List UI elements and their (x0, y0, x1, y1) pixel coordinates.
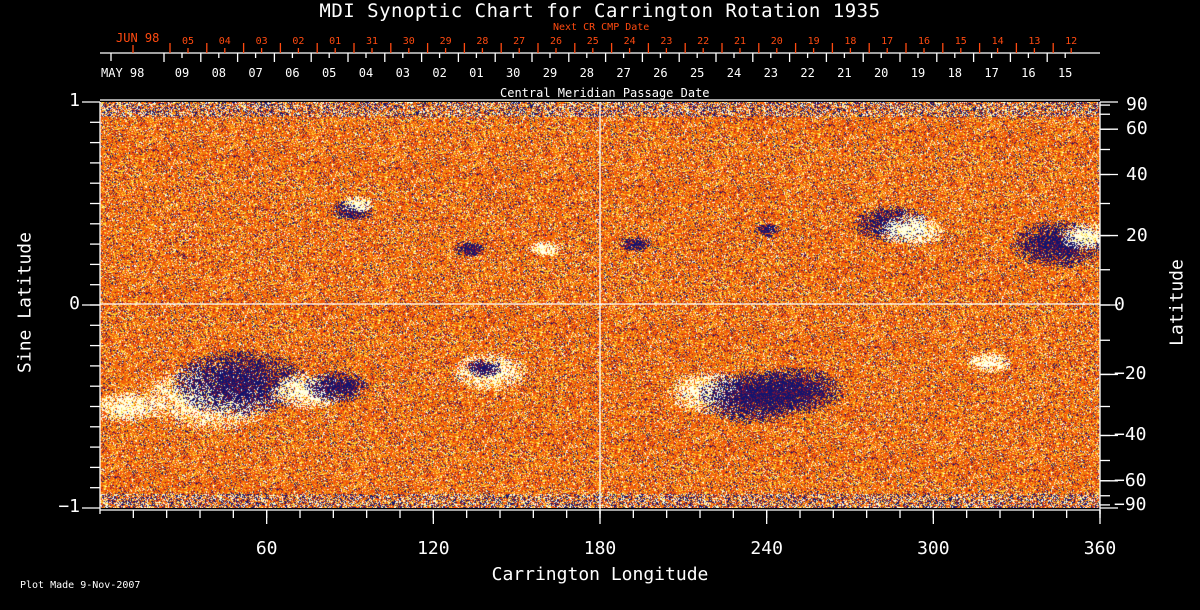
next-cr-date-label: 25 (586, 36, 599, 47)
x-tick-label: 300 (917, 538, 950, 559)
next-cr-date-label: 24 (623, 36, 636, 47)
cmp-date-label: 01 (469, 66, 484, 80)
next-cr-date-label: 21 (733, 36, 747, 47)
cmp-date-label: 17 (984, 66, 999, 80)
cmp-date-label: 02 (432, 66, 447, 80)
cmp-date-label: 25 (689, 66, 705, 80)
next-cr-date-label: 18 (844, 36, 857, 47)
cmp-date-label: 03 (395, 66, 411, 80)
next-cr-date-label: 19 (807, 36, 820, 47)
y-right-tick-label: −20 (1114, 363, 1147, 385)
y-left-tick-label: 0 (69, 293, 80, 314)
cmp-date-label: 04 (358, 66, 374, 80)
y-right-tick-label: 20 (1126, 224, 1148, 246)
cmp-date-label: 22 (800, 66, 815, 80)
cmp-date-label: 05 (321, 66, 337, 80)
next-cr-date-label: 17 (881, 36, 894, 47)
x-tick-label: 180 (583, 538, 617, 559)
next-cr-month-label: JUN 98 (116, 31, 160, 45)
next-cr-date-label: 02 (292, 36, 305, 47)
cmp-date-label: 29 (542, 66, 558, 80)
y-right-tick-label: −90 (1114, 494, 1147, 515)
cmp-date-label: 09 (174, 66, 190, 80)
cmp-date-label: 23 (763, 66, 779, 80)
next-cr-date-label: 03 (255, 36, 268, 47)
next-cr-date-label: 26 (549, 36, 563, 47)
next-cr-date-label: 01 (329, 36, 342, 47)
next-cr-axis-label: Next CR CMP Date (553, 22, 650, 33)
next-cr-date-label: 31 (365, 36, 379, 47)
cmp-date-label: 28 (579, 66, 595, 80)
x-tick-label: 120 (417, 538, 450, 559)
next-cr-date-label: 05 (181, 36, 195, 47)
next-cr-date-label: 04 (218, 36, 231, 47)
cmp-date-label: 27 (616, 66, 631, 80)
next-cr-date-label: 15 (954, 36, 967, 47)
cmp-date-label: 15 (1057, 66, 1073, 80)
next-cr-date-label: 28 (476, 36, 489, 47)
cmp-month-label: MAY 98 (101, 66, 145, 80)
x-tick-label: 240 (750, 538, 783, 559)
y-right-tick-label: −60 (1114, 469, 1147, 491)
next-cr-date-label: 27 (513, 36, 526, 47)
next-cr-date-label: 29 (439, 36, 452, 47)
y-axis-right-label: Latitude (1166, 259, 1188, 346)
next-cr-date-label: 22 (697, 36, 710, 47)
y-right-tick-label: 90 (1126, 94, 1148, 115)
x-tick-label: 60 (255, 538, 278, 559)
cmp-date-label: 18 (947, 66, 963, 80)
y-right-tick-label: 60 (1126, 118, 1148, 140)
next-cr-date-label: 13 (1028, 36, 1041, 47)
y-right-tick-label: −40 (1114, 424, 1147, 446)
cmp-date-label: 20 (873, 66, 889, 80)
next-cr-date-label: 16 (917, 36, 931, 47)
cmp-date-label: 24 (726, 66, 742, 80)
next-cr-date-label: 23 (660, 36, 673, 47)
next-cr-date-label: 30 (402, 36, 415, 47)
cmp-date-label: 21 (837, 66, 852, 80)
cmp-date-label: 19 (910, 66, 926, 80)
x-axis-label: Carrington Longitude (491, 564, 709, 585)
y-left-tick-label: 1 (69, 90, 80, 111)
y-right-tick-label: 40 (1126, 163, 1148, 185)
cmp-date-label: 08 (211, 66, 227, 80)
x-tick-label: 360 (1083, 538, 1117, 559)
y-right-tick-label: 0 (1114, 294, 1125, 315)
plot-made-date: Plot Made 9-Nov-2007 (20, 580, 141, 591)
cmp-date-label: 06 (285, 66, 300, 80)
cmp-date-label: 16 (1021, 66, 1036, 80)
chart-title: MDI Synoptic Chart for Carrington Rotati… (319, 0, 881, 22)
cmp-date-label: 07 (248, 66, 263, 80)
next-cr-date-label: 14 (991, 36, 1004, 47)
cmp-axis-label: Central Meridian Passage Date (500, 86, 710, 100)
cmp-date-label: 26 (653, 66, 668, 80)
cmp-date-label: 30 (505, 66, 521, 80)
y-left-tick-label: −1 (58, 496, 80, 517)
next-cr-date-label: 20 (770, 36, 783, 47)
y-axis-left-label: Sine Latitude (14, 232, 36, 373)
next-cr-date-label: 12 (1065, 36, 1078, 47)
